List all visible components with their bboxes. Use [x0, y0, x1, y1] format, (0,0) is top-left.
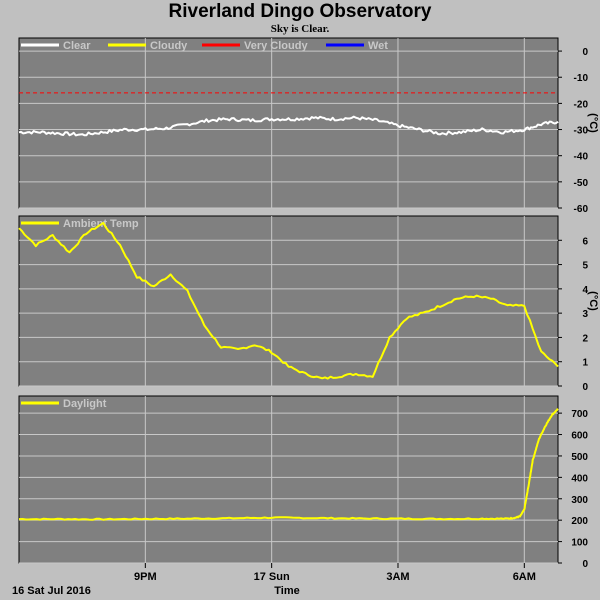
sky-status: Sky is Clear.: [270, 23, 330, 35]
x-tick-label: 9PM: [134, 571, 157, 583]
y-tick-label: 0: [582, 559, 588, 570]
plot-area: [18, 37, 559, 209]
ambient-temperature-series: [18, 221, 559, 380]
sky-temperature-series: [18, 115, 559, 137]
y-tick-label: 2: [582, 333, 588, 344]
y-tick-label: 6: [582, 236, 588, 247]
x-axis-start-date: 16 Sat Jul 2016: [12, 585, 91, 597]
y-tick-label: 300: [571, 495, 588, 506]
y-tick-label: 0: [582, 47, 588, 58]
y-tick-label: 200: [571, 516, 588, 527]
x-tick-label: 3AM: [386, 571, 409, 583]
legend-label: Wet: [368, 40, 388, 52]
x-tick-label: 6AM: [513, 571, 536, 583]
plot-area: [18, 395, 559, 564]
legend-label: Clear: [63, 40, 91, 52]
daylight-chart: 0 100 200 300 400 500 600 700 Daylight: [18, 395, 588, 570]
y-tick-label: 0: [582, 382, 588, 393]
y-tick-label: 600: [571, 431, 588, 442]
sky-temperature-chart: 0 -10 -20 -30 -40 -50 -60 (°C) Clear Cloudy Very C…: [18, 37, 599, 215]
y-tick-label: 3: [582, 309, 588, 320]
legend-label: Daylight: [63, 398, 107, 410]
y-tick-label: 400: [571, 473, 588, 484]
y-axis-unit: (°C): [587, 113, 599, 133]
y-tick-label: 1: [582, 358, 588, 369]
y-tick-label: 700: [571, 409, 588, 420]
y-tick-label: 4: [582, 285, 588, 296]
y-tick-label: -30: [574, 126, 589, 137]
x-tick-label: 17 Sun: [254, 571, 290, 583]
y-tick-label: 5: [582, 261, 588, 272]
y-tick-label: -60: [574, 204, 589, 215]
x-axis-title: Time: [274, 585, 299, 597]
y-tick-label: -40: [574, 152, 589, 163]
y-tick-label: 500: [571, 452, 588, 463]
legend-label: Cloudy: [150, 40, 188, 52]
y-tick-label: 100: [571, 538, 588, 549]
y-tick-label: -20: [574, 99, 589, 110]
daylight-series: [18, 408, 559, 521]
y-axis-unit: (°C): [587, 291, 599, 311]
y-tick-label: -10: [574, 73, 589, 84]
y-tick-label: -50: [574, 178, 589, 189]
page-title: Riverland Dingo Observatory: [168, 1, 432, 22]
plot-area: [18, 215, 559, 387]
legend-label: Very Cloudy: [244, 40, 308, 52]
time-axis: 9PM 17 Sun 3AM 6AM 16 Sat Jul 2016 Time: [12, 563, 536, 597]
